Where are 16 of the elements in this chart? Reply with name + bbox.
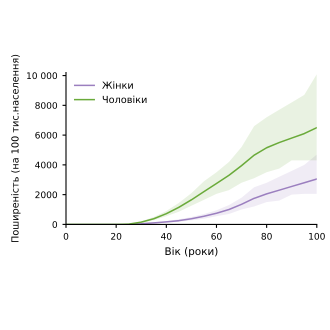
legend-label: Жінки (102, 81, 133, 89)
y-tick-label: 6000 (35, 132, 58, 139)
y-tick-label: 2000 (35, 191, 58, 198)
y-tick-label: 0 (52, 221, 58, 228)
y-axis-title: Поширеність (на 100 тис.населення) (11, 54, 21, 242)
x-tick-label: 0 (64, 232, 68, 240)
x-tick-label: 40 (161, 232, 172, 240)
legend-label: Чоловіки (102, 96, 146, 104)
y-tick-label: 8000 (35, 102, 58, 109)
x-tick-label: 60 (211, 232, 222, 240)
x-tick-label: 80 (262, 232, 272, 240)
x-axis-title: Вік (роки) (166, 247, 218, 258)
x-tick-label: 100 (309, 232, 325, 240)
y-tick-label: 4000 (35, 162, 58, 168)
x-tick-label: 20 (111, 232, 122, 240)
y-tick-label: 10 000 (27, 72, 58, 80)
